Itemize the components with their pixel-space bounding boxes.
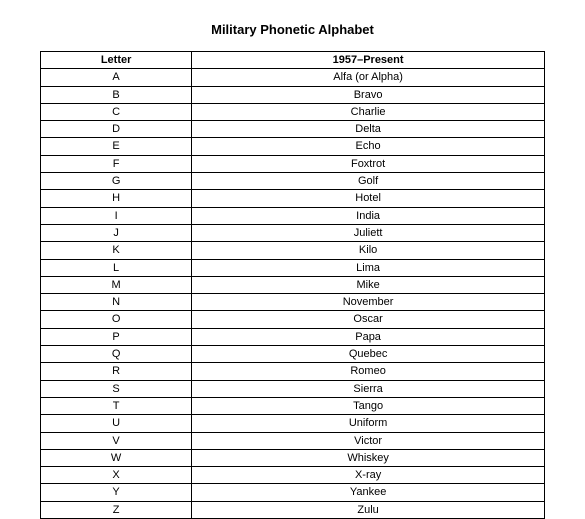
cell-word: Delta: [192, 121, 545, 138]
table-row: LLima: [41, 259, 545, 276]
cell-letter: U: [41, 415, 192, 432]
table-row: OOscar: [41, 311, 545, 328]
table-row: FFoxtrot: [41, 155, 545, 172]
cell-letter: L: [41, 259, 192, 276]
table-row: PPapa: [41, 328, 545, 345]
table-row: XX-ray: [41, 467, 545, 484]
cell-letter: M: [41, 276, 192, 293]
table-row: NNovember: [41, 294, 545, 311]
cell-letter: F: [41, 155, 192, 172]
table-row: ZZulu: [41, 501, 545, 518]
table-row: IIndia: [41, 207, 545, 224]
cell-letter: D: [41, 121, 192, 138]
table-header-row: Letter 1957–Present: [41, 52, 545, 69]
cell-word: Sierra: [192, 380, 545, 397]
cell-letter: S: [41, 380, 192, 397]
table-row: KKilo: [41, 242, 545, 259]
cell-word: Kilo: [192, 242, 545, 259]
cell-word: X-ray: [192, 467, 545, 484]
cell-word: Tango: [192, 397, 545, 414]
cell-letter: W: [41, 449, 192, 466]
table-row: GGolf: [41, 173, 545, 190]
cell-word: Golf: [192, 173, 545, 190]
phonetic-table: Letter 1957–Present AAlfa (or Alpha)BBra…: [40, 51, 545, 519]
table-row: HHotel: [41, 190, 545, 207]
cell-word: Echo: [192, 138, 545, 155]
table-row: JJuliett: [41, 224, 545, 241]
table-row: BBravo: [41, 86, 545, 103]
table-row: YYankee: [41, 484, 545, 501]
table-row: SSierra: [41, 380, 545, 397]
cell-letter: G: [41, 173, 192, 190]
table-row: VVictor: [41, 432, 545, 449]
table-row: TTango: [41, 397, 545, 414]
table-row: DDelta: [41, 121, 545, 138]
cell-letter: H: [41, 190, 192, 207]
cell-word: Mike: [192, 276, 545, 293]
table-row: CCharlie: [41, 103, 545, 120]
table-row: AAlfa (or Alpha): [41, 69, 545, 86]
cell-letter: J: [41, 224, 192, 241]
table-row: QQuebec: [41, 346, 545, 363]
cell-letter: B: [41, 86, 192, 103]
cell-letter: Z: [41, 501, 192, 518]
column-header-letter: Letter: [41, 52, 192, 69]
cell-word: Whiskey: [192, 449, 545, 466]
table-row: MMike: [41, 276, 545, 293]
cell-letter: N: [41, 294, 192, 311]
cell-letter: C: [41, 103, 192, 120]
cell-word: Yankee: [192, 484, 545, 501]
cell-letter: Q: [41, 346, 192, 363]
cell-word: Hotel: [192, 190, 545, 207]
cell-word: Alfa (or Alpha): [192, 69, 545, 86]
cell-letter: V: [41, 432, 192, 449]
cell-word: Foxtrot: [192, 155, 545, 172]
cell-word: Bravo: [192, 86, 545, 103]
cell-word: November: [192, 294, 545, 311]
cell-word: Oscar: [192, 311, 545, 328]
cell-letter: Y: [41, 484, 192, 501]
cell-letter: P: [41, 328, 192, 345]
cell-word: India: [192, 207, 545, 224]
cell-word: Quebec: [192, 346, 545, 363]
table-row: WWhiskey: [41, 449, 545, 466]
cell-letter: X: [41, 467, 192, 484]
cell-letter: K: [41, 242, 192, 259]
page-title: Military Phonetic Alphabet: [40, 22, 545, 37]
table-row: EEcho: [41, 138, 545, 155]
cell-word: Victor: [192, 432, 545, 449]
cell-word: Romeo: [192, 363, 545, 380]
cell-word: Charlie: [192, 103, 545, 120]
cell-word: Lima: [192, 259, 545, 276]
cell-letter: E: [41, 138, 192, 155]
cell-word: Uniform: [192, 415, 545, 432]
cell-word: Zulu: [192, 501, 545, 518]
column-header-word: 1957–Present: [192, 52, 545, 69]
table-row: RRomeo: [41, 363, 545, 380]
cell-letter: T: [41, 397, 192, 414]
cell-word: Papa: [192, 328, 545, 345]
cell-letter: A: [41, 69, 192, 86]
cell-letter: I: [41, 207, 192, 224]
cell-word: Juliett: [192, 224, 545, 241]
cell-letter: O: [41, 311, 192, 328]
table-row: UUniform: [41, 415, 545, 432]
cell-letter: R: [41, 363, 192, 380]
